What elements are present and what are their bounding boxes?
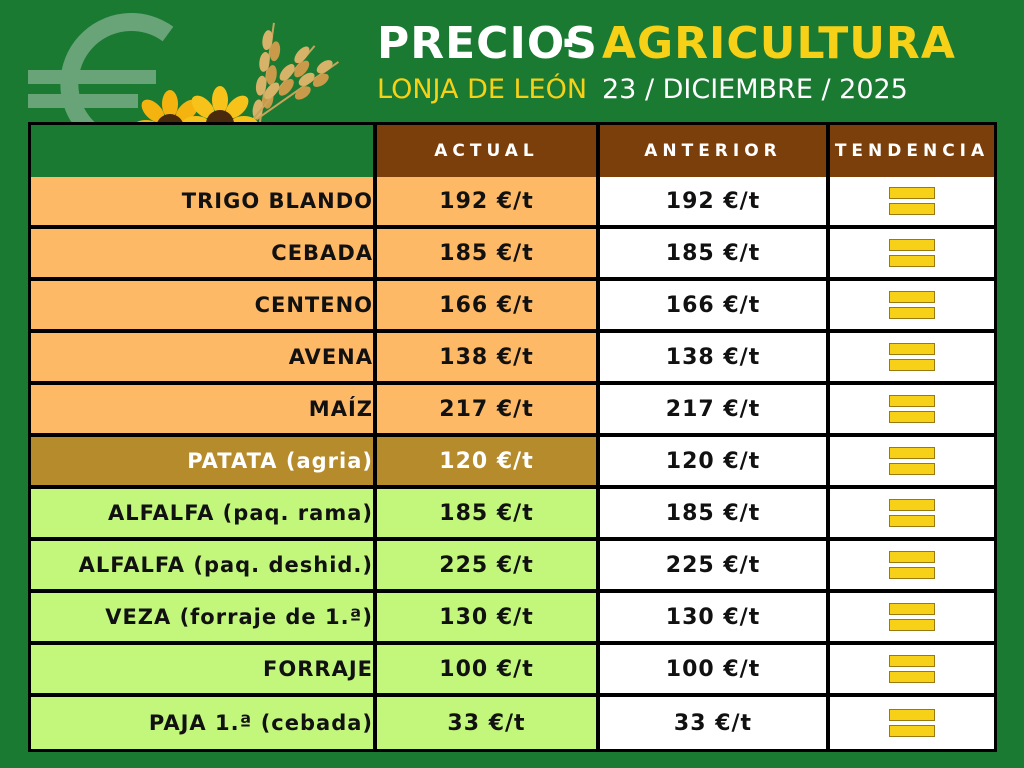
price-actual: 166 €/t xyxy=(377,281,600,333)
column-header-actual: ACTUAL xyxy=(377,125,600,177)
column-header-anterior: ANTERIOR xyxy=(600,125,830,177)
trend-cell xyxy=(830,281,994,333)
table-row: PAJA 1.ª (cebada) 33 €/t 33 €/t xyxy=(31,697,994,749)
page-header: PRECIOS · AGRICULTURA LONJA DE LEÓN 23 /… xyxy=(0,0,1024,166)
price-anterior: 138 €/t xyxy=(600,333,830,385)
table-row: MAÍZ 217 €/t 217 €/t xyxy=(31,385,994,437)
equal-trend-icon xyxy=(889,599,935,635)
price-actual: 100 €/t xyxy=(377,645,600,697)
price-anterior: 130 €/t xyxy=(600,593,830,645)
market-name: LONJA DE LEÓN xyxy=(377,74,588,105)
equal-trend-icon xyxy=(889,495,935,531)
table-row: PATATA (agria) 120 €/t 120 €/t xyxy=(31,437,994,489)
product-name: ALFALFA (paq. rama) xyxy=(31,489,377,541)
trend-cell xyxy=(830,541,994,593)
equal-trend-icon xyxy=(889,443,935,479)
price-anterior: 185 €/t xyxy=(600,229,830,281)
trend-cell xyxy=(830,177,994,229)
equal-trend-icon xyxy=(889,391,935,427)
trend-cell xyxy=(830,229,994,281)
price-anterior: 120 €/t xyxy=(600,437,830,489)
page-category: AGRICULTURA xyxy=(602,18,956,69)
table-row: FORRAJE 100 €/t 100 €/t xyxy=(31,645,994,697)
table-row: CEBADA 185 €/t 185 €/t xyxy=(31,229,994,281)
table-row: VEZA (forraje de 1.ª) 130 €/t 130 €/t xyxy=(31,593,994,645)
table-row: TRIGO BLANDO 192 €/t 192 €/t xyxy=(31,177,994,229)
price-anterior: 185 €/t xyxy=(600,489,830,541)
price-actual: 225 €/t xyxy=(377,541,600,593)
table-row: CENTENO 166 €/t 166 €/t xyxy=(31,281,994,333)
price-anterior: 100 €/t xyxy=(600,645,830,697)
price-actual: 138 €/t xyxy=(377,333,600,385)
product-name: AVENA xyxy=(31,333,377,385)
product-name: CEBADA xyxy=(31,229,377,281)
trend-cell xyxy=(830,593,994,645)
equal-trend-icon xyxy=(889,547,935,583)
trend-cell xyxy=(830,489,994,541)
equal-trend-icon xyxy=(889,183,935,219)
price-actual: 185 €/t xyxy=(377,489,600,541)
price-actual: 217 €/t xyxy=(377,385,600,437)
trend-cell xyxy=(830,437,994,489)
equal-trend-icon xyxy=(889,705,935,741)
price-actual: 120 €/t xyxy=(377,437,600,489)
page-title: PRECIOS xyxy=(377,18,598,69)
equal-trend-icon xyxy=(889,287,935,323)
table-row: ALFALFA (paq. rama) 185 €/t 185 €/t xyxy=(31,489,994,541)
equal-trend-icon xyxy=(889,339,935,375)
product-name: MAÍZ xyxy=(31,385,377,437)
table-header-row: ACTUAL ANTERIOR TENDENCIA xyxy=(31,125,994,177)
equal-trend-icon xyxy=(889,651,935,687)
trend-cell xyxy=(830,697,994,749)
product-name: PATATA (agria) xyxy=(31,437,377,489)
price-actual: 192 €/t xyxy=(377,177,600,229)
price-anterior: 217 €/t xyxy=(600,385,830,437)
trend-cell xyxy=(830,645,994,697)
product-name: FORRAJE xyxy=(31,645,377,697)
product-name: PAJA 1.ª (cebada) xyxy=(31,697,377,749)
price-anterior: 33 €/t xyxy=(600,697,830,749)
product-name: VEZA (forraje de 1.ª) xyxy=(31,593,377,645)
table-row: ALFALFA (paq. deshid.) 225 €/t 225 €/t xyxy=(31,541,994,593)
price-anterior: 225 €/t xyxy=(600,541,830,593)
table-row: AVENA 138 €/t 138 €/t xyxy=(31,333,994,385)
equal-trend-icon xyxy=(889,235,935,271)
column-header-tendencia: TENDENCIA xyxy=(830,125,994,177)
price-actual: 33 €/t xyxy=(377,697,600,749)
title-separator: · xyxy=(560,18,577,69)
trend-cell xyxy=(830,333,994,385)
header-blank-cell xyxy=(31,125,377,177)
product-name: TRIGO BLANDO xyxy=(31,177,377,229)
report-date: 23 / DICIEMBRE / 2025 xyxy=(602,74,908,105)
price-table: ACTUAL ANTERIOR TENDENCIA TRIGO BLANDO 1… xyxy=(28,122,997,752)
trend-cell xyxy=(830,385,994,437)
price-actual: 130 €/t xyxy=(377,593,600,645)
product-name: ALFALFA (paq. deshid.) xyxy=(31,541,377,593)
product-name: CENTENO xyxy=(31,281,377,333)
price-actual: 185 €/t xyxy=(377,229,600,281)
price-anterior: 166 €/t xyxy=(600,281,830,333)
price-anterior: 192 €/t xyxy=(600,177,830,229)
